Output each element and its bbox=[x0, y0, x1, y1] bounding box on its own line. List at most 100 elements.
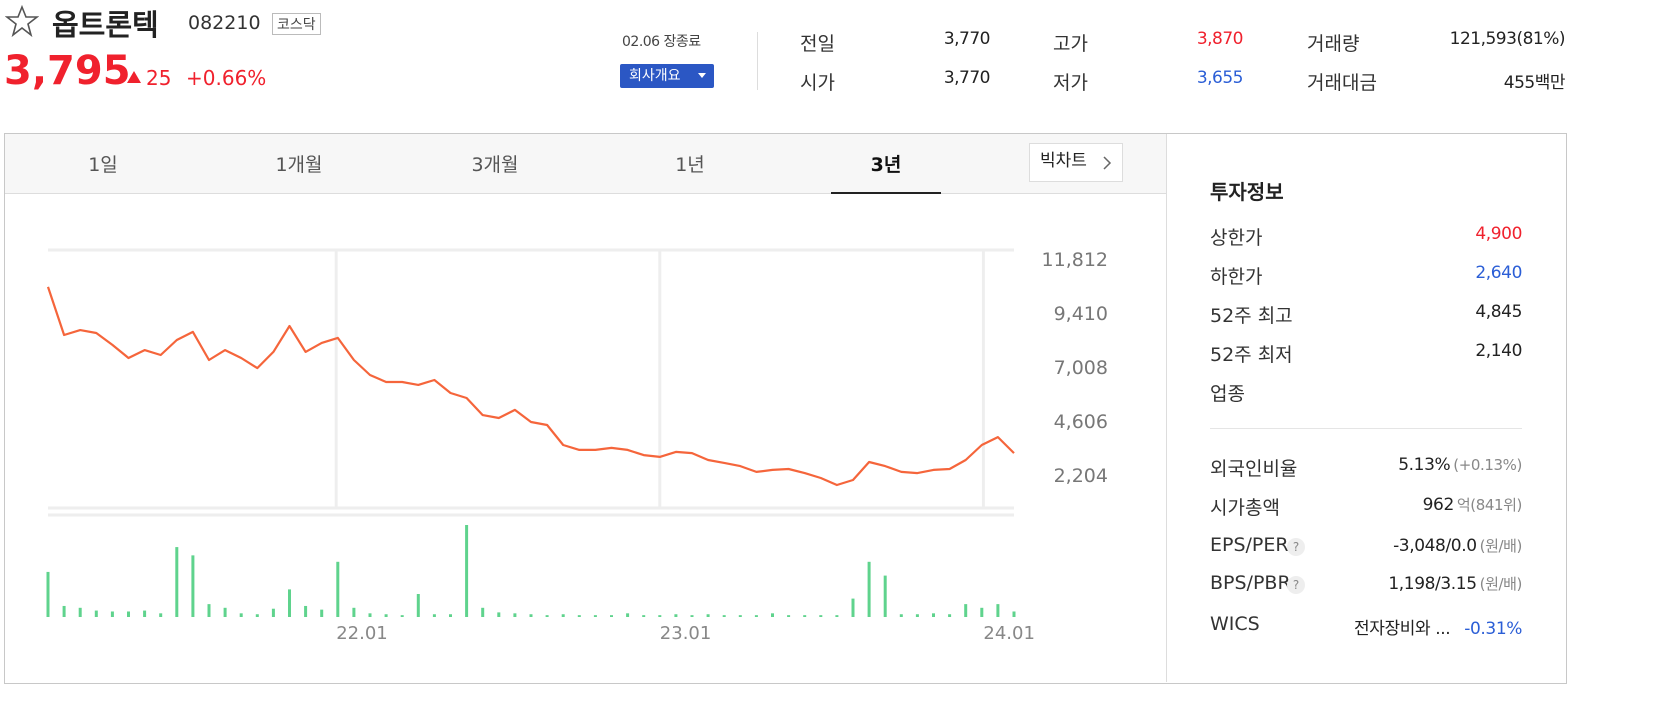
period-tab[interactable]: 3개월 bbox=[471, 154, 519, 176]
period-tab[interactable]: 3년 bbox=[870, 154, 902, 176]
volume-bar bbox=[465, 525, 469, 617]
info-number: 5.13% bbox=[1398, 455, 1451, 475]
info-separator bbox=[1210, 428, 1522, 429]
volume-bar bbox=[851, 598, 855, 617]
info-value: 4,900 bbox=[1475, 224, 1522, 244]
company-button[interactable]: 회사개요 bbox=[620, 64, 714, 88]
volume-bar bbox=[626, 613, 630, 617]
stat-label: 시가 bbox=[800, 72, 835, 94]
volume-bar bbox=[771, 613, 774, 617]
info-label: 업종 bbox=[1210, 383, 1245, 405]
volume-bar bbox=[127, 611, 130, 617]
stat-number: 3,655 bbox=[1196, 68, 1244, 88]
info-sub: 억(841위) bbox=[1456, 496, 1523, 514]
price-chart: 11,812 9,410 7,008 4,606 2,204 22.01 23.01 24.0… bbox=[46, 248, 1108, 644]
volume-bar bbox=[835, 615, 839, 617]
info-value: -3,048/0.0 (원/배) bbox=[1393, 535, 1522, 556]
volume-bar bbox=[271, 608, 275, 617]
info-label: 하한가 bbox=[1210, 266, 1263, 288]
volume-bar bbox=[915, 614, 919, 617]
volume-bar bbox=[304, 605, 308, 617]
volume-bar bbox=[384, 614, 388, 617]
volume-bar bbox=[1012, 611, 1016, 617]
big-chart-button[interactable]: 빅차트 bbox=[1029, 143, 1123, 182]
volume-bar bbox=[368, 613, 372, 617]
info-label: EPS/PER bbox=[1210, 534, 1289, 556]
stat-number: 3,770 bbox=[943, 29, 991, 49]
stat-value: 3,770 bbox=[943, 29, 991, 49]
volume-bar bbox=[754, 615, 758, 617]
info-value: 2,640 bbox=[1475, 263, 1522, 283]
volume-bar bbox=[529, 614, 533, 617]
volume-bar bbox=[223, 607, 227, 617]
info-label: 52주 최저 bbox=[1210, 344, 1293, 366]
volume-bar bbox=[964, 604, 968, 617]
info-title: 투자정보 bbox=[1210, 180, 1284, 204]
info-number: -3,048/0.0 bbox=[1393, 536, 1477, 556]
volume-bar bbox=[207, 604, 211, 617]
volume-bar bbox=[175, 547, 179, 617]
info-label: 시가총액 bbox=[1210, 497, 1280, 519]
stat-label: 거래량 bbox=[1307, 33, 1360, 55]
stock-code: 082210 bbox=[188, 12, 261, 34]
info-number: 2,140 bbox=[1475, 341, 1522, 361]
y-tick-label: 11,812 bbox=[1042, 249, 1108, 271]
stat-unit: 백만 bbox=[1534, 73, 1566, 93]
period-tabs bbox=[5, 134, 1166, 194]
info-sub: -0.31% bbox=[1464, 619, 1522, 639]
volume-bar bbox=[899, 614, 903, 617]
favorite-star[interactable] bbox=[5, 5, 39, 37]
stat-value: 3,770 bbox=[944, 68, 991, 88]
volume-bar bbox=[46, 571, 50, 617]
volume-bar bbox=[738, 615, 742, 617]
info-value: 4,845 bbox=[1475, 302, 1522, 322]
active-underline bbox=[831, 192, 941, 194]
stock-name: 옵트론텍 bbox=[52, 8, 159, 42]
volume-bar bbox=[867, 561, 871, 617]
y-tick-label: 4,606 bbox=[1054, 411, 1108, 433]
volume-bar bbox=[706, 614, 710, 617]
market-badge: 코스닥 bbox=[272, 13, 321, 35]
caret bbox=[698, 73, 706, 78]
panel-divider bbox=[1166, 134, 1167, 682]
info-label: BPS/PBR bbox=[1210, 572, 1291, 594]
volume-bar bbox=[513, 613, 517, 617]
y-tick-label: 2,204 bbox=[1054, 465, 1108, 487]
info-number: 전자장비와 ... bbox=[1354, 619, 1451, 639]
volume-bar bbox=[78, 607, 82, 617]
stat-number: 121,593(81%) bbox=[1449, 29, 1566, 49]
stat-value: 455백만 bbox=[1503, 68, 1566, 93]
volume-bar bbox=[481, 607, 485, 617]
chart-panel bbox=[4, 133, 1567, 684]
volume-bar bbox=[352, 607, 356, 617]
stat-value: 3,655 bbox=[1196, 68, 1244, 88]
market-date: 02.06 장종료 bbox=[622, 34, 701, 50]
info-sub: (원/배) bbox=[1479, 537, 1523, 555]
period-tab[interactable]: 1개월 bbox=[275, 154, 323, 176]
volume-bar bbox=[642, 615, 646, 617]
current-price: 3,795 bbox=[4, 48, 131, 94]
volume-bar bbox=[432, 614, 436, 617]
y-tick-label: 9,410 bbox=[1054, 303, 1108, 325]
stat-label: 전일 bbox=[800, 33, 835, 55]
info-value: 전자장비와 ... -0.31% bbox=[1354, 614, 1522, 639]
help-icon[interactable]: ? bbox=[1287, 576, 1305, 594]
period-tab[interactable]: 1일 bbox=[88, 154, 118, 176]
info-value: 1,198/3.15 (원/배) bbox=[1388, 573, 1522, 594]
stat-value: 3,870 bbox=[1197, 29, 1244, 49]
period-tab[interactable]: 1년 bbox=[675, 154, 705, 176]
info-value: 2,140 bbox=[1475, 341, 1522, 361]
volume-bar bbox=[449, 614, 452, 617]
volume-bar bbox=[610, 615, 613, 617]
volume-bar bbox=[932, 613, 935, 617]
volume-bar bbox=[690, 615, 694, 617]
stat-number: 455 bbox=[1503, 73, 1535, 93]
info-value: 962 억(841위) bbox=[1423, 494, 1523, 515]
up-arrow bbox=[127, 71, 141, 83]
volume-bar bbox=[883, 575, 887, 617]
volume-bar bbox=[674, 614, 678, 617]
y-tick-label: 7,008 bbox=[1054, 357, 1108, 379]
help-icon[interactable]: ? bbox=[1287, 538, 1305, 556]
volume-bar bbox=[400, 615, 404, 617]
volume-bar bbox=[255, 614, 259, 617]
